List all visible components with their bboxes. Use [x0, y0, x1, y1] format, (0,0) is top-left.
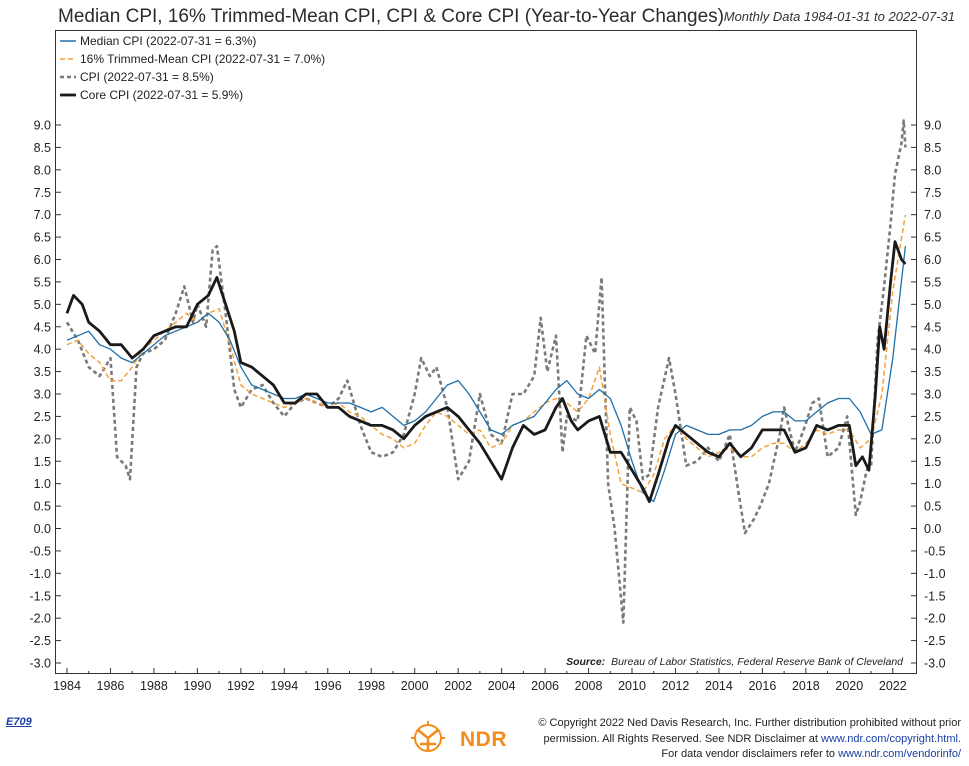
y-tick-label-right: 4.5	[924, 320, 941, 334]
series-line-cpi	[65, 119, 907, 624]
legend-label-core: Core CPI (2022-07-31 = 5.9%)	[80, 88, 243, 102]
y-tick-label-right: 5.0	[924, 298, 941, 312]
x-tick-label: 2002	[444, 679, 472, 693]
x-tick-label: 2006	[531, 679, 559, 693]
x-tick-label: 2000	[401, 679, 429, 693]
y-tick-label-right: -0.5	[924, 544, 946, 558]
legend-label-cpi: CPI (2022-07-31 = 8.5%)	[80, 70, 214, 84]
y-tick-label-left: -2.5	[29, 634, 51, 648]
x-tick-label: 2004	[488, 679, 516, 693]
y-tick-label-left: 5.0	[34, 298, 51, 312]
series-line-core	[65, 240, 907, 503]
y-tick-label-right: 2.0	[924, 432, 941, 446]
source-note: Source: Bureau of Labor Statistics, Feder…	[566, 656, 904, 668]
copyright-line-3: For data vendor disclaimers refer to www…	[538, 747, 961, 763]
chart-subtitle: Monthly Data 1984-01-31 to 2022-07-31	[723, 9, 955, 24]
y-tick-label-right: -1.0	[924, 567, 946, 581]
x-tick-label: 1998	[357, 679, 385, 693]
ndr-bull-bear-logo-icon	[411, 721, 445, 752]
vendor-info-link[interactable]: www.ndr.com/vendorinfo/	[838, 748, 961, 760]
y-tick-label-right: 0.5	[924, 500, 941, 514]
y-tick-label-left: 3.5	[34, 365, 51, 379]
y-tick-label-left: 9.0	[34, 119, 51, 133]
y-tick-label-right: 5.5	[924, 275, 941, 289]
y-tick-label-left: -0.5	[29, 544, 51, 558]
y-tick-label-right: 2.5	[924, 410, 941, 424]
y-tick-label-right: 6.0	[924, 253, 941, 267]
y-tick-label-left: 6.5	[34, 231, 51, 245]
y-tick-label-right: -2.5	[924, 634, 946, 648]
x-tick-label: 1986	[97, 679, 125, 693]
axes: 9.0 9.0 8.5 8.5 8.0 8.0 7.5 7.5 7.0 7.0 6.5 6.5 6.0 6…	[29, 119, 945, 694]
x-tick-label: 1992	[227, 679, 255, 693]
series-group	[65, 119, 907, 624]
y-tick-label-left: 8.0	[34, 163, 51, 177]
x-tick-label: 2010	[618, 679, 646, 693]
y-tick-label-right: 8.0	[924, 163, 941, 177]
y-tick-label-right: 7.5	[924, 186, 941, 200]
chart-title: Median CPI, 16% Trimmed-Mean CPI, CPI & …	[58, 6, 724, 27]
source-label: Source:	[566, 656, 605, 668]
y-tick-label-left: 5.5	[34, 275, 51, 289]
series-line-trimmed	[66, 214, 907, 494]
copyright-line-2-text: permission. All Rights Reserved. See NDR…	[543, 732, 821, 745]
x-tick-label: 1988	[140, 679, 168, 693]
y-tick-label-left: -1.5	[29, 589, 51, 603]
legend-label-median: Median CPI (2022-07-31 = 6.3%)	[80, 34, 256, 48]
y-tick-label-left: -2.0	[29, 612, 51, 626]
copyright-link[interactable]: www.ndr.com/copyright.html.	[821, 732, 961, 745]
copyright-line-2: permission. All Rights Reserved. See NDR…	[538, 732, 961, 748]
y-tick-label-left: 2.0	[34, 432, 51, 446]
x-tick-label: 2014	[705, 679, 733, 693]
series-line-median	[66, 246, 907, 503]
y-tick-label-left: 1.5	[34, 455, 51, 469]
copyright-line-1: © Copyright 2022 Ned Davis Research, Inc…	[538, 717, 961, 729]
x-tick-label: 1990	[183, 679, 211, 693]
x-tick-label: 2016	[748, 679, 776, 693]
y-tick-label-left: 6.0	[34, 253, 51, 267]
y-tick-label-right: 7.0	[924, 208, 941, 222]
plot-frame	[55, 30, 917, 674]
y-tick-label-left: -1.0	[29, 567, 51, 581]
y-tick-label-left: 4.0	[34, 343, 51, 357]
x-tick-label: 2022	[879, 679, 907, 693]
y-tick-label-left: 4.5	[34, 320, 51, 334]
x-tick-label: 2020	[835, 679, 863, 693]
chart-code-link[interactable]: E709	[6, 716, 32, 728]
y-tick-label-right: 8.5	[924, 141, 941, 155]
y-tick-label-left: 7.0	[34, 208, 51, 222]
y-tick-label-right: 3.5	[924, 365, 941, 379]
y-tick-label-right: 6.5	[924, 231, 941, 245]
x-tick-label: 1996	[314, 679, 342, 693]
y-tick-label-left: 0.0	[34, 522, 51, 536]
y-tick-label-right: 9.0	[924, 119, 941, 133]
y-tick-label-left: 3.0	[34, 388, 51, 402]
y-tick-label-left: 2.5	[34, 410, 51, 424]
y-tick-label-right: 1.0	[924, 477, 941, 491]
x-tick-label: 2012	[662, 679, 690, 693]
y-tick-label-left: 1.0	[34, 477, 51, 491]
y-tick-label-right: 3.0	[924, 388, 941, 402]
x-tick-label: 1994	[270, 679, 298, 693]
y-tick-label-right: -1.5	[924, 589, 946, 603]
ndr-logo-text: NDR	[460, 728, 507, 751]
y-tick-label-right: 1.5	[924, 455, 941, 469]
y-tick-label-right: -2.0	[924, 612, 946, 626]
legend-label-trimmed: 16% Trimmed-Mean CPI (2022-07-31 = 7.0%)	[80, 52, 325, 66]
y-tick-label-right: 0.0	[924, 522, 941, 536]
y-tick-label-left: 0.5	[34, 500, 51, 514]
copyright-notice: © Copyright 2022 Ned Davis Research, Inc…	[538, 716, 961, 763]
y-tick-label-right: 4.0	[924, 343, 941, 357]
legend: Median CPI (2022-07-31 = 6.3%) 16% Trimm…	[60, 34, 325, 102]
y-tick-label-left: -3.0	[29, 657, 51, 671]
y-tick-label-left: 7.5	[34, 186, 51, 200]
y-tick-label-left: 8.5	[34, 141, 51, 155]
y-tick-label-right: -3.0	[924, 657, 946, 671]
source-text: Bureau of Labor Statistics, Federal Rese…	[611, 656, 904, 668]
x-tick-label: 1984	[53, 679, 81, 693]
x-tick-label: 2018	[792, 679, 820, 693]
x-tick-label: 2008	[575, 679, 603, 693]
copyright-line-3-text: For data vendor disclaimers refer to	[661, 748, 839, 760]
